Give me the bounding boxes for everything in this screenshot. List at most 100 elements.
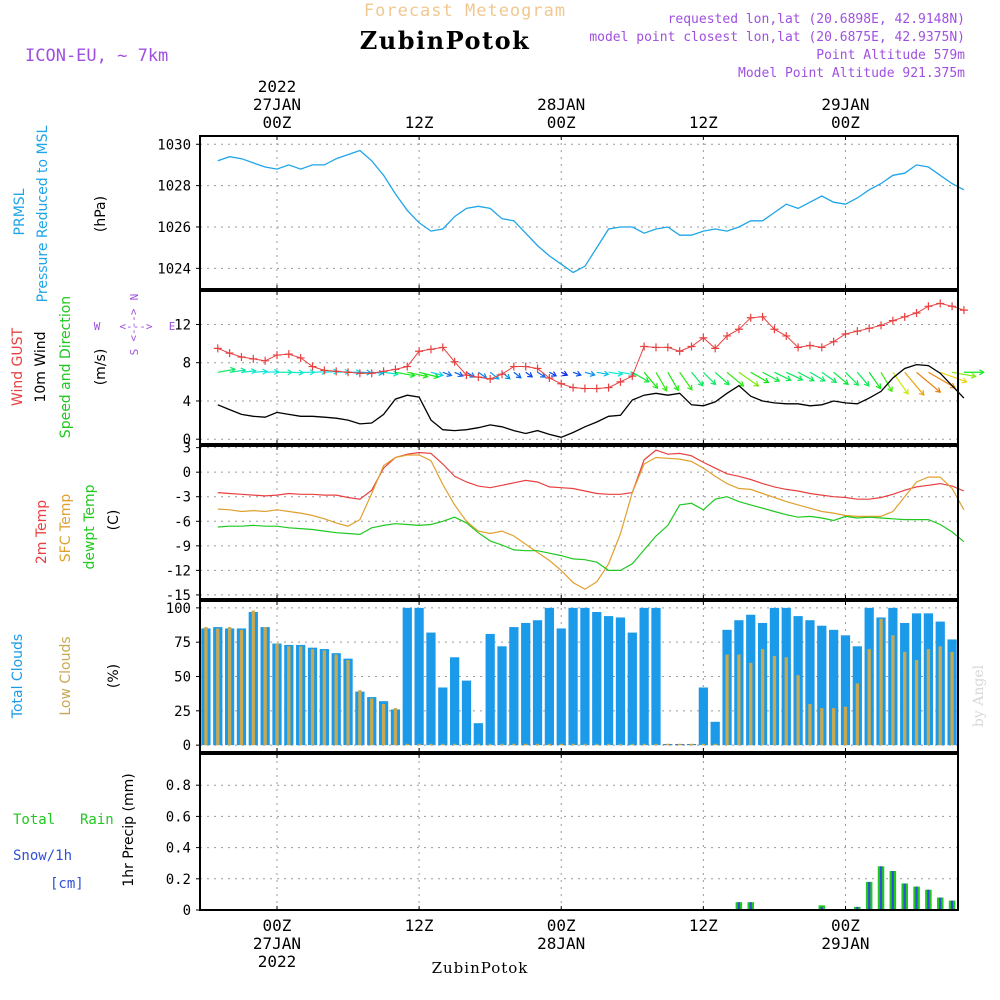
low-cloud-bar [713, 743, 717, 746]
low-cloud-bar [239, 629, 244, 746]
requested-point: requested lon,lat (20.6898E, 42.9148N) [668, 12, 965, 27]
wind-direction-arrow [631, 371, 650, 383]
wind-gust-marker [498, 370, 507, 379]
low-cloud-bar [310, 649, 315, 746]
low-cloud-bar [346, 660, 350, 746]
pressure-msl-label: Pressure Reduced to MSL [35, 125, 51, 302]
wind-direction-arrow [951, 371, 976, 378]
total-cloud-bar [450, 657, 460, 746]
total-cloud-bar [438, 687, 448, 746]
wind-gust-marker [509, 362, 518, 371]
panel-frame [199, 600, 959, 753]
wind-arrow-head [437, 371, 445, 378]
wind-gust-marker [592, 384, 601, 393]
wind-arrow-head [808, 376, 815, 382]
low-cloud-bar [678, 743, 682, 746]
y-tick-label: 1026 [157, 220, 191, 236]
panel-frame [199, 135, 959, 290]
wind-gust-marker [829, 337, 838, 346]
wind-direction-arrow [489, 371, 500, 380]
bottom-hour-label: 00Z [263, 916, 292, 935]
total-cloud-bar [805, 620, 815, 746]
wind-gust-marker [912, 308, 921, 317]
wind-direction-arrow [880, 371, 893, 392]
wind-gust-marker [604, 383, 613, 392]
wind-direction-arrow [643, 371, 658, 389]
total-cloud-bar [568, 607, 578, 746]
wind-gust-marker [675, 347, 684, 356]
wind-direction-arrow [537, 371, 546, 378]
precip-cm-label: [cm] [50, 876, 84, 892]
pressure-line [217, 149, 965, 274]
wind-arrow-head [831, 377, 838, 383]
wind-direction-arrow [833, 371, 849, 385]
wind-arrow-head [457, 371, 464, 378]
temp-2m-label: 2m Temp [34, 500, 50, 564]
wind-arrow-head [697, 380, 704, 387]
total-cloud-bar [556, 628, 566, 746]
low-cloud-bar [784, 657, 788, 746]
wind-gust-marker [734, 325, 743, 334]
compass-rose: W <---> E N <---> S [94, 294, 176, 356]
wind-direction-arrow [774, 371, 792, 381]
wind-gust-marker [569, 383, 578, 392]
wind-direction-arrow [395, 371, 415, 377]
wind-direction-arrow [928, 371, 956, 389]
low-cloud-bar [654, 743, 658, 746]
wind-direction-arrow [217, 368, 236, 373]
wind-gust-marker [249, 354, 258, 363]
low-cloud-bar [512, 743, 516, 746]
wind-direction-arrow [477, 371, 487, 379]
top-date-label: 27JAN [253, 95, 301, 114]
wind-gust-marker [746, 313, 755, 322]
low-cloud-bar [950, 651, 954, 746]
wind-gust-marker [355, 369, 364, 378]
wind-arrow-head [785, 375, 792, 382]
total-cloud-bar [414, 607, 424, 746]
wind-gust-marker [533, 364, 542, 373]
wind-gust-marker [462, 371, 471, 380]
y-tick-label: 75 [174, 635, 191, 651]
wind-gust-marker [272, 351, 281, 360]
wind-arrow-head [949, 382, 956, 389]
snow-bar [927, 889, 930, 910]
wind-direction-arrow [667, 371, 679, 391]
low-cloud-bar [914, 660, 919, 746]
wind-gust-marker [415, 347, 424, 356]
low-cloud-bar [452, 743, 457, 746]
total-cloud-bar [603, 616, 614, 746]
total-cloud-bar [426, 632, 436, 746]
wind-gust-marker [888, 316, 897, 325]
snow-bar [749, 902, 752, 910]
low-cloud-bar [370, 698, 374, 746]
wind-arrow-head [527, 372, 534, 378]
low-cloud-bar [666, 743, 670, 746]
snow-bar [868, 881, 871, 910]
wind-gust-marker [225, 349, 234, 358]
y-tick-label: 8 [183, 356, 191, 372]
wind-arrow-head [540, 372, 547, 378]
wind-arrow-head [504, 373, 511, 380]
wind-direction-arrow [442, 371, 452, 376]
pressure-panel: 1024 1026 1028 1030 [157, 135, 965, 290]
precip-panel: 0 0.2 0.4 0.6 0.8 [166, 753, 959, 919]
wind-gust-marker [486, 374, 495, 383]
low-cloud-bar [275, 643, 279, 746]
bottom-hour-label: 00Z [547, 916, 576, 935]
wind-direction-arrow [786, 371, 803, 381]
wind-gust-marker [580, 384, 589, 393]
wind-direction-arrow [904, 371, 925, 396]
wind-direction-arrow [253, 370, 267, 373]
low-cloud-bar [441, 743, 445, 746]
location-title: ZubinPotok [360, 26, 530, 55]
wind-gust-marker [403, 362, 412, 371]
wind-arrow-head [961, 377, 968, 384]
low-cloud-bar [524, 743, 528, 746]
compass-vertical-arrow: <---> [127, 308, 140, 341]
y-tick-label: 50 [174, 670, 191, 686]
low-cloud-bar [583, 743, 587, 746]
low-cloud-bar [417, 743, 421, 746]
wind-arrow-head [562, 370, 569, 377]
bottom-date-label: 27JAN [253, 934, 301, 953]
